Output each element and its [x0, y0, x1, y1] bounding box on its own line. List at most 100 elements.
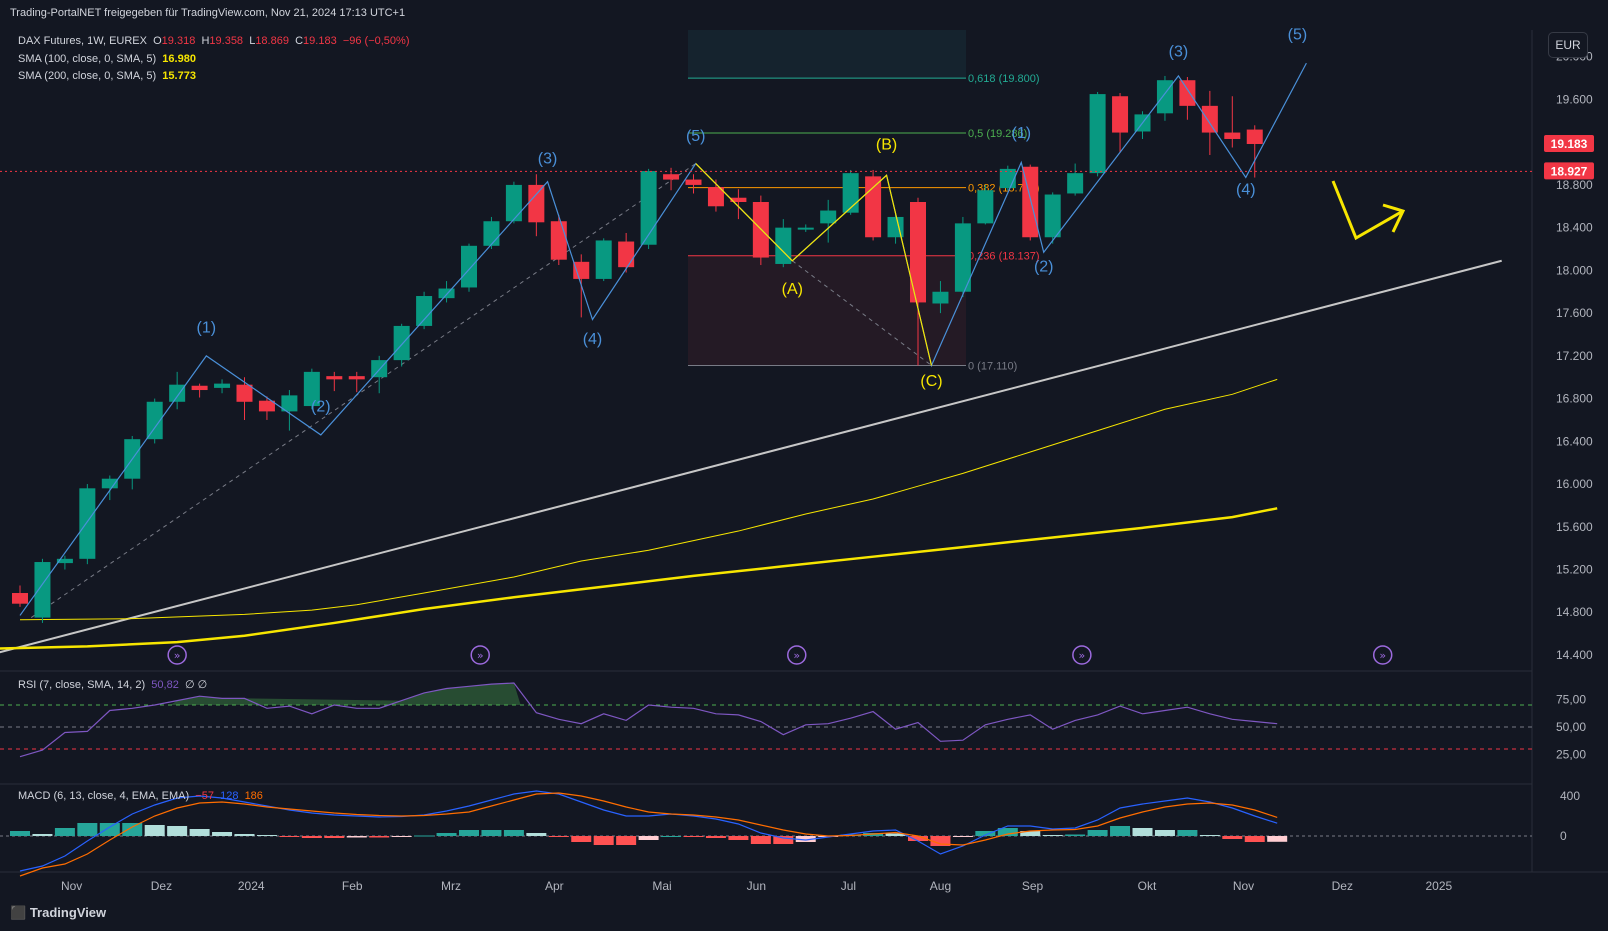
macd-histogram-bar: [1267, 836, 1288, 842]
candle-body: [12, 593, 28, 604]
price-tick: 16.400: [1556, 434, 1593, 448]
candle-body: [999, 168, 1016, 189]
brand-label: TradingView: [29, 905, 107, 920]
macd-histogram-bar: [548, 836, 569, 837]
candle-body: [954, 223, 971, 292]
candle-body: [865, 176, 882, 238]
event-marker-glyph: »: [174, 649, 181, 662]
macd-histogram-bar: [661, 836, 682, 837]
candle-body: [1224, 132, 1241, 139]
macd-histogram-bar: [638, 836, 659, 840]
macd-histogram-bar: [526, 833, 547, 836]
projection-arrow-head: [1382, 203, 1406, 233]
macd-histogram-bar: [436, 833, 457, 836]
symbol-label[interactable]: DAX Futures, 1W, EUREX: [18, 35, 147, 47]
rsi-overbought-fill: [170, 683, 521, 705]
price-tick: 15.200: [1556, 563, 1593, 577]
candle-body: [528, 184, 545, 223]
close-label: C: [295, 35, 304, 47]
wave-label: (4): [1236, 182, 1256, 199]
candle-body: [146, 401, 163, 440]
candle-body: [820, 210, 837, 224]
sma100-line: [19, 378, 1278, 621]
macd-histogram-bar: [391, 836, 412, 837]
event-marker-icon: [470, 645, 490, 665]
projection-arrow: [1331, 180, 1404, 241]
macd-tick: 400: [1560, 789, 1580, 803]
macd-histogram-bar: [122, 823, 143, 836]
macd-signal-value: 186: [244, 790, 263, 802]
candle-body: [932, 291, 949, 304]
time-tick: Dez: [151, 879, 172, 893]
candle-body: [573, 261, 590, 279]
high-value: 19.358: [209, 35, 244, 47]
time-tick: Dez: [1332, 879, 1353, 893]
macd-tick: 0: [1560, 829, 1567, 843]
price-tick: 17.600: [1556, 306, 1593, 320]
elliott-wave-path: [19, 62, 1307, 616]
low-value: 18.869: [255, 35, 289, 47]
macd-line: [19, 790, 1278, 872]
candle-body: [618, 241, 635, 268]
macd-histogram-bar: [1199, 835, 1220, 836]
macd-histogram-bar: [77, 823, 98, 836]
candle-body: [505, 184, 522, 222]
wave-label: (A): [782, 281, 803, 298]
time-tick: Aug: [930, 879, 951, 893]
macd-histogram-bar: [1110, 826, 1131, 836]
candle-body: [910, 202, 926, 303]
candle-body: [461, 245, 477, 288]
price-tick: 14.800: [1556, 605, 1593, 619]
sma200-legend[interactable]: SMA (200, close, 0, SMA, 5) 15.773: [18, 70, 196, 82]
macd-histogram-bar: [1154, 830, 1175, 836]
close-value: 19.183: [303, 35, 337, 47]
macd-histogram-bar: [32, 834, 53, 836]
event-marker-icon: [1072, 645, 1092, 665]
rsi-line: [19, 682, 1278, 758]
macd-histogram-bar: [324, 836, 345, 838]
macd-histogram-bar: [616, 836, 637, 845]
abc-correction-path: [695, 163, 933, 366]
rsi-legend[interactable]: RSI (7, close, SMA, 14, 2) 50,82 ∅ ∅: [18, 678, 207, 691]
wave-label: (5): [1288, 27, 1308, 44]
rsi-tick: 75,00: [1556, 693, 1586, 707]
macd-histogram-bar: [1087, 830, 1108, 836]
candle-body: [236, 384, 253, 402]
time-tick: Nov: [1233, 879, 1254, 893]
sma100-legend[interactable]: SMA (100, close, 0, SMA, 5) 16.980: [18, 53, 196, 65]
price-tick: 18.000: [1556, 263, 1593, 277]
macd-histogram-bar: [1244, 836, 1265, 842]
candle-body: [393, 325, 410, 361]
candle-body: [1156, 80, 1173, 114]
wave-label: (C): [920, 373, 942, 390]
wave-label: (3): [538, 151, 558, 168]
candle-body: [663, 174, 680, 180]
price-tick: 18.400: [1556, 221, 1593, 235]
sma100-value: 16.980: [162, 53, 196, 65]
macd-histogram-bar: [975, 831, 996, 836]
wave-label: (2): [311, 398, 331, 415]
candle-body: [730, 197, 747, 203]
fib-level-label: 0 (17.110): [968, 360, 1017, 372]
time-tick: Jul: [841, 879, 856, 893]
wave-label: (1): [197, 319, 217, 336]
sma200-line: [0, 507, 1278, 650]
macd-histogram-bar: [503, 830, 524, 836]
candle-body: [348, 376, 365, 380]
macd-legend[interactable]: MACD (6, 13, close, 4, EMA, EMA) −57 128…: [18, 790, 263, 802]
attribution-text: Trading-PortalNET freigegeben für Tradin…: [10, 7, 406, 19]
macd-histogram-bar: [1020, 831, 1041, 836]
time-tick: Mrz: [441, 879, 461, 893]
candle-body: [1089, 94, 1106, 174]
sma100-label: SMA (100, close, 0, SMA, 5): [18, 53, 157, 65]
candle-body: [416, 296, 433, 326]
macd-histogram-bar: [256, 835, 277, 836]
sma200-label: SMA (200, close, 0, SMA, 5): [18, 70, 157, 82]
candle-body: [191, 385, 208, 391]
candle-body: [483, 221, 500, 246]
candle-body: [101, 478, 118, 489]
currency-button[interactable]: EUR: [1548, 32, 1588, 58]
event-marker-icon: [167, 645, 187, 665]
macd-histogram-bar: [301, 836, 322, 838]
